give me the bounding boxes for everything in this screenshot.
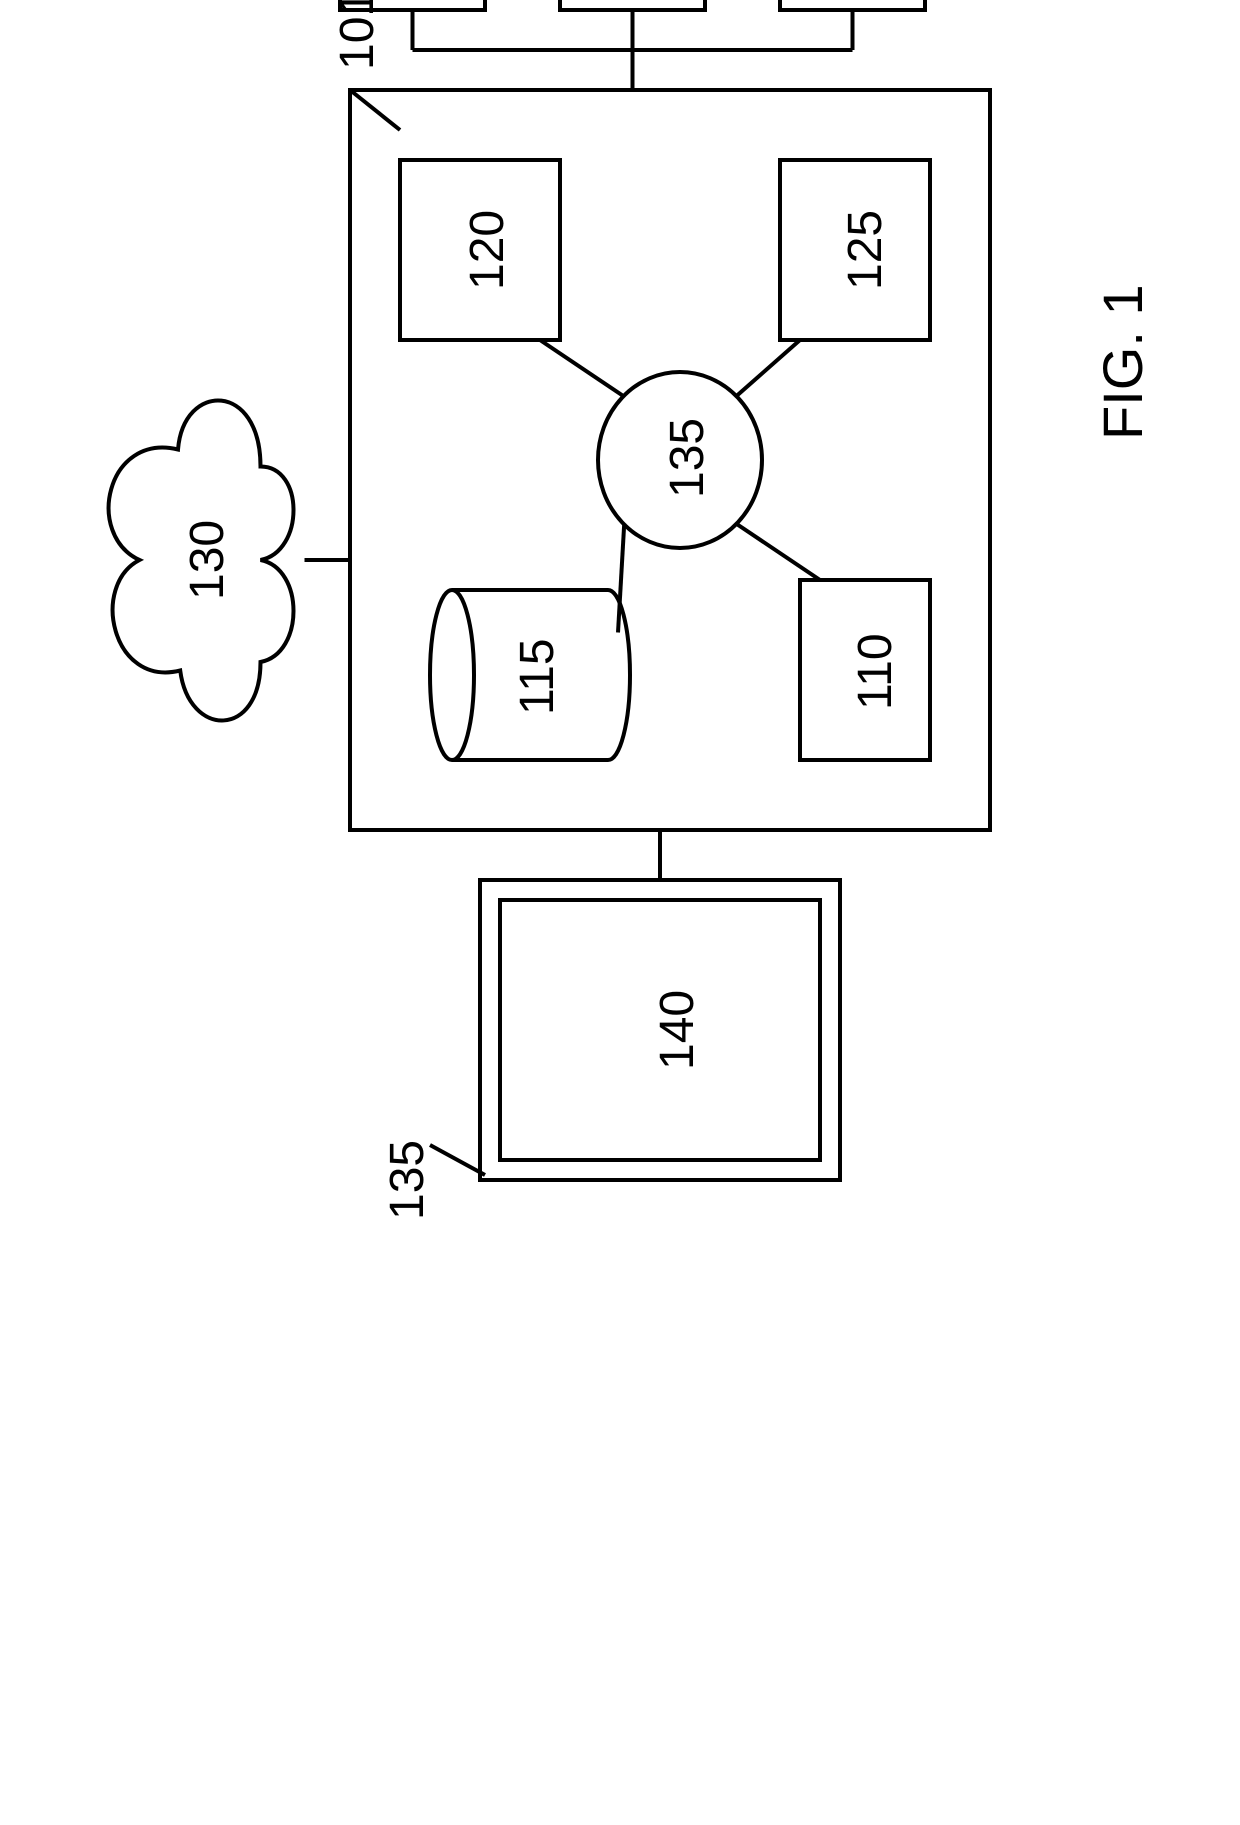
analyte-2-box (560, 0, 705, 10)
ref-label-115: 115 (510, 638, 565, 715)
diagram-canvas (0, 0, 1240, 1240)
ref-label-101: 101 (330, 0, 385, 70)
ref-label-135-display: 135 (380, 1140, 435, 1220)
ref-label-110: 110 (848, 633, 903, 710)
analyte-3-box (780, 0, 925, 10)
figure-caption: FIG. 1 (1090, 284, 1155, 440)
ref-label-120: 120 (460, 210, 515, 290)
database-cylinder-top (430, 590, 474, 760)
ref-label-130: 130 (180, 520, 235, 600)
ref-label-135-center: 135 (660, 418, 715, 498)
ref-label-140: 140 (650, 990, 705, 1070)
ref-label-125: 125 (838, 210, 893, 290)
